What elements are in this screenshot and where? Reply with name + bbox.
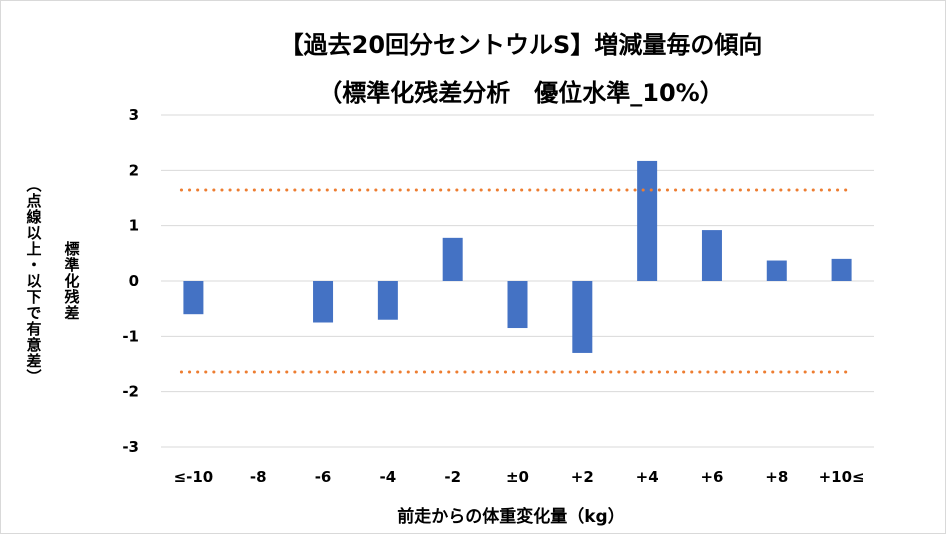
- bar: [313, 281, 334, 323]
- y-axis-label-wrap: 標準化残差: [61, 151, 83, 411]
- x-tick-label: -6: [315, 468, 332, 486]
- y-tick-label: 0: [129, 272, 139, 290]
- bar: [701, 230, 722, 281]
- bar: [831, 258, 852, 281]
- y-axis-label: 標準化残差: [62, 241, 81, 321]
- bar: [766, 260, 787, 281]
- x-tick-label: ≤-10: [174, 468, 214, 486]
- bar: [377, 281, 398, 320]
- bar: [442, 237, 463, 281]
- y-tick-label: 2: [129, 161, 139, 179]
- x-tick-label: +8: [765, 468, 788, 486]
- y-tick-label: -2: [122, 383, 139, 401]
- bar: [183, 281, 204, 315]
- y-tick-label: -1: [122, 327, 139, 345]
- x-tick-label: -4: [380, 468, 397, 486]
- y-axis-sublabel-wrap: （点線以上・以下で有意差）: [23, 151, 45, 411]
- y-axis-sublabel: （点線以上・以下で有意差）: [24, 177, 43, 385]
- x-tick-label: -2: [444, 468, 461, 486]
- chart-subtitle: （標準化残差分析 優位水準_10%）: [318, 79, 724, 107]
- x-tick-label: ±0: [506, 468, 529, 486]
- bar: [572, 281, 593, 353]
- bar: [637, 160, 658, 281]
- x-tick-label: +4: [636, 468, 659, 486]
- x-tick-label: +6: [700, 468, 723, 486]
- chart-title: 【過去20回分セントウルS】増減量毎の傾向: [279, 31, 763, 59]
- y-tick-label: 1: [129, 217, 139, 235]
- y-tick-label: 3: [129, 106, 139, 124]
- x-tick-label: +10≤: [819, 468, 865, 486]
- x-tick-label: +2: [571, 468, 594, 486]
- y-tick-label: -3: [122, 438, 139, 456]
- x-axis-label: 前走からの体重変化量（kg）: [397, 507, 625, 527]
- x-tick-label: -8: [250, 468, 267, 486]
- bar: [507, 281, 528, 329]
